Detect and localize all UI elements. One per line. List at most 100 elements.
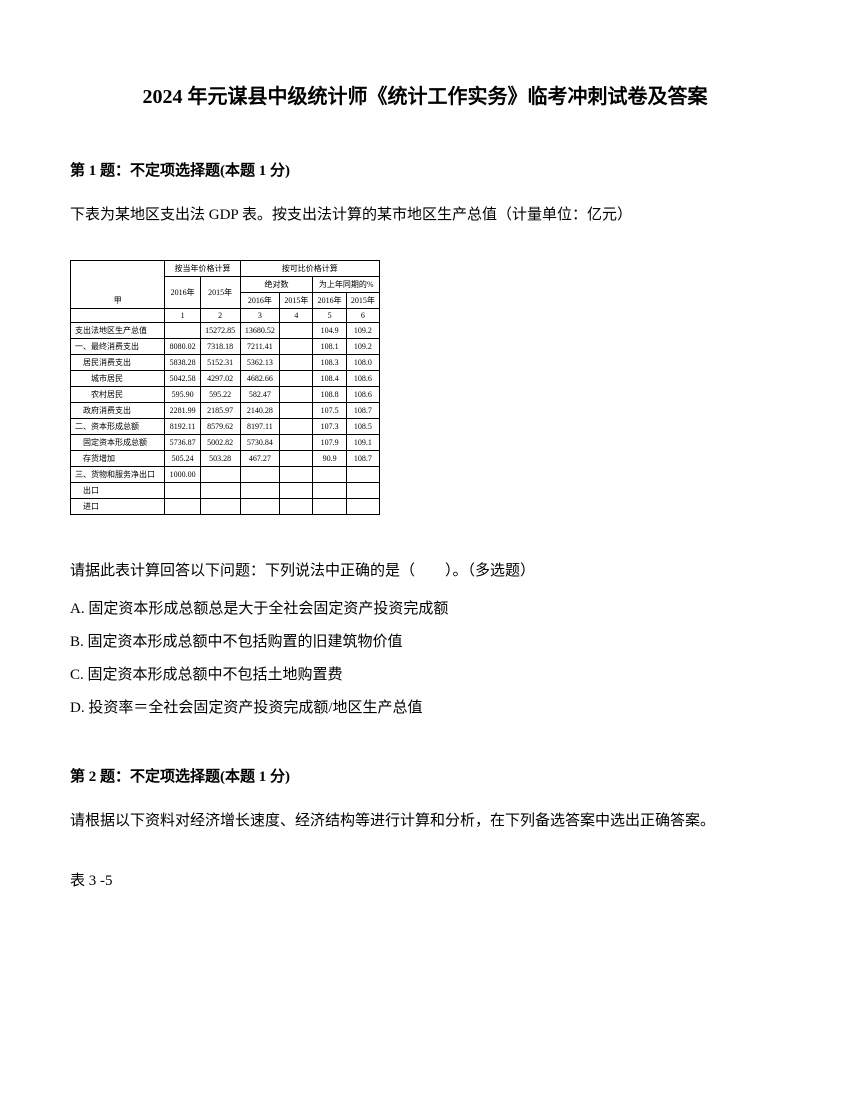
- table-cell: 108.6: [346, 387, 379, 403]
- table-cell: 3: [240, 309, 280, 323]
- table-cell: 107.3: [313, 419, 346, 435]
- table-cell: 595.90: [165, 387, 200, 403]
- table-cell: 503.28: [200, 451, 240, 467]
- table-cell: [240, 483, 280, 499]
- table-cell: [200, 483, 240, 499]
- table-cell: 5730.84: [240, 435, 280, 451]
- table-cell: 108.3: [313, 355, 346, 371]
- table-cell: 8192.11: [165, 419, 200, 435]
- table-cell: 107.5: [313, 403, 346, 419]
- table-cell: [200, 499, 240, 515]
- table-cell: 7318.18: [200, 339, 240, 355]
- table-cell: 15272.85: [200, 323, 240, 339]
- table-row-label: 政府消费支出: [71, 403, 165, 419]
- table-cell: [313, 499, 346, 515]
- q1-option-b: B. 固定资本形成总额中不包括购置的旧建筑物价值: [70, 626, 780, 659]
- table-cell: 2015年: [200, 277, 240, 309]
- table-cell: 2281.99: [165, 403, 200, 419]
- table-cell: 595.22: [200, 387, 240, 403]
- table-row-label: 二、资本形成总额: [71, 419, 165, 435]
- table-row-label: 固定资本形成总额: [71, 435, 165, 451]
- table-cell: 为上年同期的%: [313, 277, 380, 293]
- table-cell: 4297.02: [200, 371, 240, 387]
- table-cell: 2015年: [346, 293, 379, 309]
- table-cell: 绝对数: [240, 277, 313, 293]
- table-cell: 2015年: [280, 293, 313, 309]
- table-cell: 108.1: [313, 339, 346, 355]
- table-cell: 13680.52: [240, 323, 280, 339]
- table-cell: 1: [165, 309, 200, 323]
- table-cell: [71, 309, 165, 323]
- table-cell: 109.2: [346, 339, 379, 355]
- table-row-label: 城市居民: [71, 371, 165, 387]
- q2-text: 请根据以下资料对经济增长速度、经济结构等进行计算和分析，在下列备选答案中选出正确…: [70, 806, 780, 836]
- table-cell: [280, 419, 313, 435]
- table-cell: [313, 483, 346, 499]
- table-cell: 2185.97: [200, 403, 240, 419]
- table-cell: [346, 483, 379, 499]
- q1-option-a: A. 固定资本形成总额总是大于全社会固定资产投资完成额: [70, 593, 780, 626]
- table-cell: 7211.41: [240, 339, 280, 355]
- table-cell: [165, 323, 200, 339]
- table-cell: [200, 467, 240, 483]
- table-cell: 8579.62: [200, 419, 240, 435]
- table-cell: [280, 435, 313, 451]
- table-cell: 8197.11: [240, 419, 280, 435]
- table-cell: 5362.13: [240, 355, 280, 371]
- table-row-label: 进口: [71, 499, 165, 515]
- table-row-label: 居民消费支出: [71, 355, 165, 371]
- table-cell: 90.9: [313, 451, 346, 467]
- table-cell: 5152.31: [200, 355, 240, 371]
- table-cell: 按当年价格计算: [165, 261, 240, 277]
- table-cell: 1000.00: [165, 467, 200, 483]
- table-row-label: 出口: [71, 483, 165, 499]
- gdp-table-container: 甲 按当年价格计算 按可比价格计算 2016年 2015年 绝对数 为上年同期的…: [70, 260, 780, 515]
- q1-header: 第 1 题：不定项选择题(本题 1 分): [70, 159, 780, 180]
- table-cell: 108.7: [346, 451, 379, 467]
- table-cell: 107.9: [313, 435, 346, 451]
- table-cell: [280, 403, 313, 419]
- q2-table-ref: 表 3 -5: [70, 866, 780, 896]
- table-cell: 5736.87: [165, 435, 200, 451]
- table-cell: 582.47: [240, 387, 280, 403]
- table-cell: [280, 323, 313, 339]
- table-row-label: 三、货物和服务净出口: [71, 467, 165, 483]
- table-cell: 4: [280, 309, 313, 323]
- table-cell: [165, 499, 200, 515]
- table-cell: [280, 371, 313, 387]
- table-cell: 8080.02: [165, 339, 200, 355]
- table-cell: 5838.28: [165, 355, 200, 371]
- table-cell: 505.24: [165, 451, 200, 467]
- table-cell: 5: [313, 309, 346, 323]
- table-cell: [165, 483, 200, 499]
- table-cell: 甲: [71, 261, 165, 309]
- table-cell: 2016年: [240, 293, 280, 309]
- q1-text: 下表为某地区支出法 GDP 表。按支出法计算的某市地区生产总值（计量单位：亿元）: [70, 200, 780, 230]
- table-cell: [240, 499, 280, 515]
- gdp-table: 甲 按当年价格计算 按可比价格计算 2016年 2015年 绝对数 为上年同期的…: [70, 260, 380, 515]
- q2-header: 第 2 题：不定项选择题(本题 1 分): [70, 765, 780, 786]
- table-row-label: 存货增加: [71, 451, 165, 467]
- table-cell: 108.6: [346, 371, 379, 387]
- table-cell: 108.8: [313, 387, 346, 403]
- table-row-label: 农村居民: [71, 387, 165, 403]
- table-cell: 109.1: [346, 435, 379, 451]
- table-cell: 按可比价格计算: [240, 261, 380, 277]
- table-cell: 2016年: [313, 293, 346, 309]
- table-cell: [280, 467, 313, 483]
- table-cell: [346, 499, 379, 515]
- table-cell: 108.7: [346, 403, 379, 419]
- q1-prompt: 请据此表计算回答以下问题：下列说法中正确的是（ ）。（多选题）: [70, 555, 780, 588]
- table-cell: [346, 467, 379, 483]
- table-cell: 109.2: [346, 323, 379, 339]
- table-cell: 104.9: [313, 323, 346, 339]
- table-cell: 108.4: [313, 371, 346, 387]
- table-cell: 6: [346, 309, 379, 323]
- table-cell: 108.5: [346, 419, 379, 435]
- table-row-label: 一、最终消费支出: [71, 339, 165, 355]
- table-cell: 2016年: [165, 277, 200, 309]
- table-cell: [240, 467, 280, 483]
- table-cell: [280, 499, 313, 515]
- q1-option-d: D. 投资率＝全社会固定资产投资完成额/地区生产总值: [70, 692, 780, 725]
- page-title: 2024 年元谋县中级统计师《统计工作实务》临考冲刺试卷及答案: [70, 80, 780, 109]
